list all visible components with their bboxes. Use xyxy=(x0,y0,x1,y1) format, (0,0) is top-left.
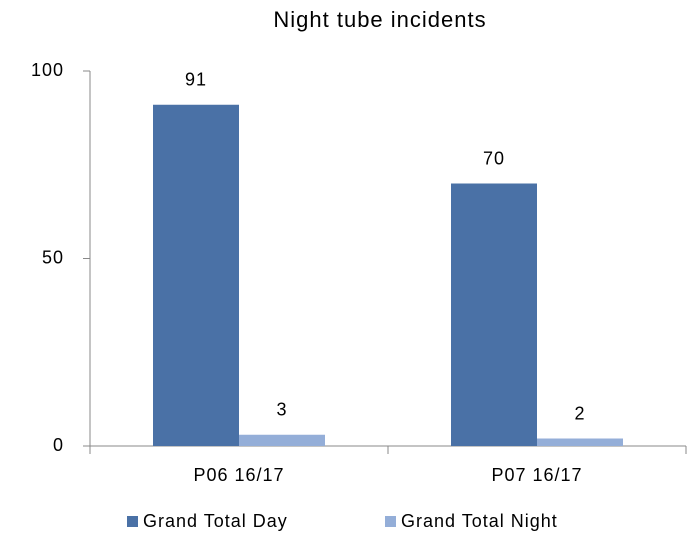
data-label: 2 xyxy=(574,403,585,423)
y-tick-label: 0 xyxy=(53,435,64,455)
legend-label: Grand Total Day xyxy=(143,511,288,531)
bar xyxy=(537,438,623,446)
data-label: 91 xyxy=(185,70,207,90)
y-tick-label: 50 xyxy=(42,247,64,267)
data-label: 3 xyxy=(276,400,287,420)
y-tick-label: 100 xyxy=(31,60,64,80)
legend-swatch xyxy=(385,516,396,527)
chart-title: Night tube incidents xyxy=(273,7,486,32)
bar xyxy=(239,434,325,446)
bar xyxy=(153,104,239,446)
x-tick-label: P06 16/17 xyxy=(193,465,284,485)
x-tick-label: P07 16/17 xyxy=(491,465,582,485)
legend-swatch xyxy=(127,516,138,527)
legend-label: Grand Total Night xyxy=(401,511,558,531)
bar xyxy=(451,183,537,446)
data-label: 70 xyxy=(483,148,505,168)
